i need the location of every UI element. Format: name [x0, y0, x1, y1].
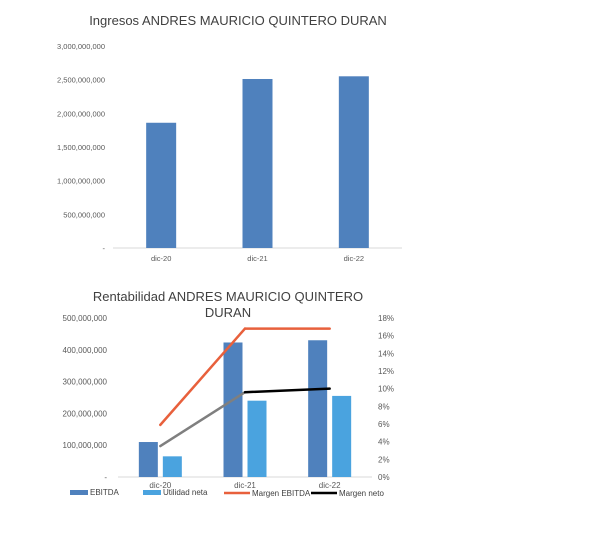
revenue-y-tick-label: 1,000,000,000	[57, 177, 105, 186]
revenue-x-tick-label: dic-20	[151, 254, 171, 263]
profitability-right-tick-label: 16%	[378, 332, 394, 341]
profitability-right-tick-label: 4%	[378, 438, 390, 447]
profitability-left-tick-label: 500,000,000	[63, 314, 108, 323]
revenue-chart-title: Ingresos ANDRES MAURICIO QUINTERO DURAN	[89, 13, 387, 28]
revenue-chart: Ingresos ANDRES MAURICIO QUINTERO DURAN …	[57, 13, 402, 263]
profitability-right-tick-label: 2%	[378, 455, 390, 464]
revenue-bar	[242, 78, 273, 248]
revenue-bar	[338, 76, 369, 248]
profitability-bar-ebitda	[223, 342, 243, 477]
legend-label-margen-neto: Margen neto	[339, 489, 384, 498]
revenue-bars	[146, 76, 369, 248]
profitability-left-tick-label: 200,000,000	[63, 409, 108, 418]
legend-label-utilidad-neta: Utilidad neta	[163, 488, 208, 497]
profitability-x-tick-label: dic-22	[319, 481, 341, 490]
profitability-chart-title-line2: DURAN	[205, 305, 251, 320]
profitability-x-tick-label: dic-20	[149, 481, 171, 490]
profitability-x-axis: dic-20 dic-21 dic-22	[149, 481, 341, 490]
revenue-y-tick-label: 3,000,000,000	[57, 42, 105, 51]
profitability-right-tick-label: 0%	[378, 473, 390, 482]
profitability-left-y-axis: - 100,000,000 200,000,000 300,000,000 400,00…	[63, 314, 108, 482]
revenue-y-tick-label: 2,500,000,000	[57, 76, 105, 85]
profitability-left-tick-label: 400,000,000	[63, 346, 108, 355]
revenue-y-tick-label: -	[103, 244, 106, 253]
revenue-y-axis: - 500,000,000 1,000,000,000 1,500,000,000 2,…	[57, 42, 105, 253]
profitability-lines	[159, 327, 331, 448]
legend-swatch-ebitda	[70, 490, 88, 495]
profitability-right-y-axis: 0% 2% 4% 6% 8% 10% 12% 14% 16% 18%	[378, 314, 394, 482]
profitability-bar-utilidad-neta	[162, 456, 182, 477]
profitability-right-tick-label: 6%	[378, 420, 390, 429]
revenue-y-tick-label: 500,000,000	[63, 210, 105, 219]
profitability-legend: EBITDA Utilidad neta Margen EBITDA Margen n…	[70, 488, 384, 498]
profitability-left-tick-label: 100,000,000	[63, 441, 108, 450]
legend-swatch-utilidad-neta	[143, 490, 161, 495]
profitability-bar-utilidad-neta	[332, 395, 352, 477]
revenue-x-tick-label: dic-22	[344, 254, 364, 263]
profitability-chart-title-line1: Rentabilidad ANDRES MAURICIO QUINTERO	[93, 289, 363, 304]
profitability-bars	[138, 340, 352, 477]
profitability-x-tick-label: dic-21	[234, 481, 256, 490]
revenue-bar	[146, 122, 177, 248]
profitability-right-tick-label: 8%	[378, 402, 390, 411]
profitability-right-tick-label: 18%	[378, 314, 394, 323]
profitability-line-margen-neto-segment	[243, 387, 331, 394]
profitability-bar-ebitda	[138, 442, 158, 477]
profitability-line-margen-neto-segment	[159, 390, 247, 448]
revenue-y-tick-label: 1,500,000,000	[57, 143, 105, 152]
profitability-right-tick-label: 14%	[378, 349, 394, 358]
legend-label-ebitda: EBITDA	[90, 488, 120, 497]
profitability-bar-ebitda	[308, 340, 328, 477]
revenue-x-axis: dic-20 dic-21 dic-22	[151, 254, 364, 263]
revenue-y-tick-label: 2,000,000,000	[57, 109, 105, 118]
profitability-right-tick-label: 10%	[378, 385, 394, 394]
profitability-right-tick-label: 12%	[378, 367, 394, 376]
profitability-left-tick-label: -	[104, 473, 107, 482]
revenue-x-tick-label: dic-21	[247, 254, 267, 263]
legend-label-margen-ebitda: Margen EBITDA	[252, 489, 311, 498]
profitability-line-margen-ebitda-segment	[159, 327, 247, 427]
profitability-chart: Rentabilidad ANDRES MAURICIO QUINTERO DU…	[63, 289, 395, 498]
profitability-bar-utilidad-neta	[247, 400, 267, 477]
profitability-left-tick-label: 300,000,000	[63, 378, 108, 387]
